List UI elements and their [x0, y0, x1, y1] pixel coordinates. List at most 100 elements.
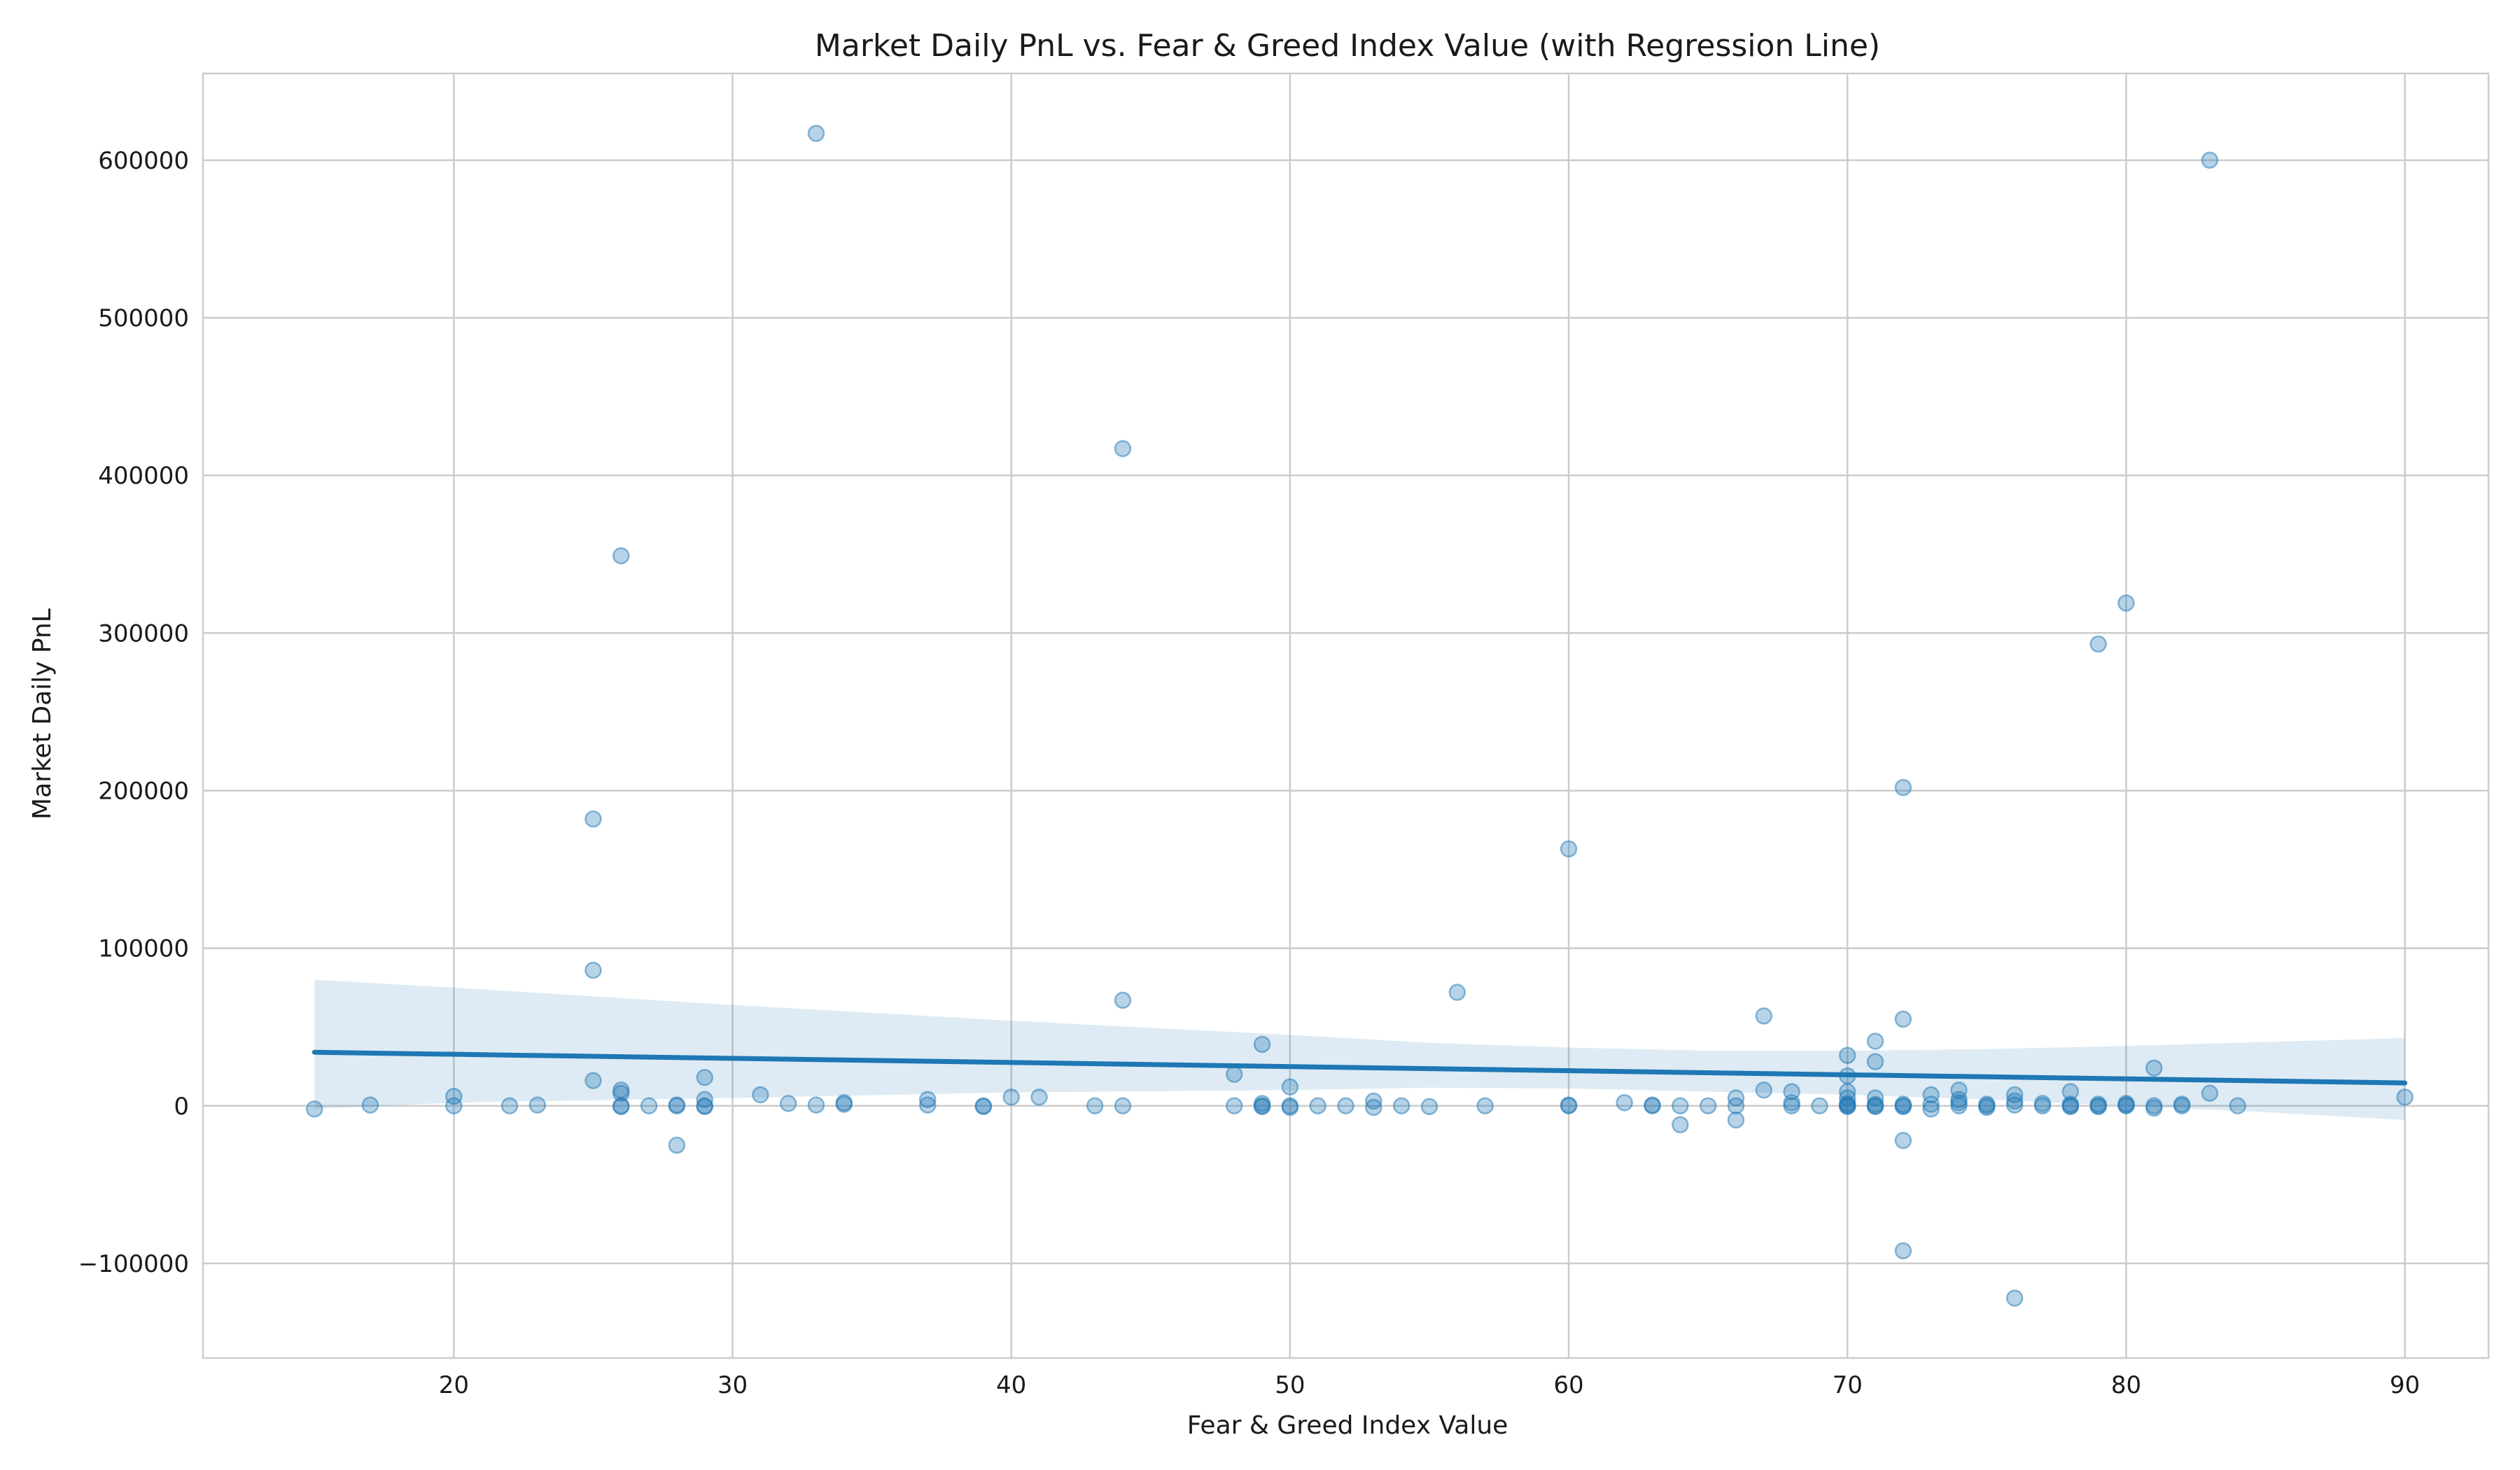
- data-point: [612, 1084, 630, 1102]
- data-point: [1950, 1097, 1968, 1115]
- x-tick-label: 60: [1553, 1371, 1583, 1399]
- y-tick-label: 600000: [98, 147, 189, 175]
- data-points: [306, 125, 2414, 1307]
- data-point: [668, 1136, 686, 1154]
- data-point: [752, 1086, 769, 1104]
- data-point: [1894, 1098, 1912, 1116]
- data-point: [918, 1096, 937, 1114]
- data-point: [584, 1072, 602, 1089]
- data-point: [1002, 1088, 1020, 1106]
- data-point: [1114, 991, 1132, 1009]
- data-point: [2090, 635, 2107, 653]
- data-point: [1922, 1086, 1940, 1104]
- data-point: [1727, 1111, 1745, 1129]
- data-point: [1560, 1097, 1578, 1115]
- data-point: [1420, 1098, 1438, 1116]
- data-point: [2201, 151, 2219, 169]
- y-axis-label: Market Daily PnL: [28, 608, 57, 820]
- confidence-band: [314, 979, 2405, 1121]
- data-point: [1978, 1098, 1996, 1116]
- data-point: [807, 1096, 825, 1114]
- data-point: [1922, 1100, 1940, 1118]
- data-point: [1365, 1098, 1382, 1116]
- x-tick-label: 40: [996, 1371, 1026, 1399]
- y-tick-label: 500000: [98, 304, 189, 332]
- data-point: [1365, 1092, 1382, 1110]
- data-point: [2005, 1092, 2024, 1110]
- data-point: [779, 1095, 797, 1112]
- data-point: [1225, 1097, 1243, 1115]
- data-point: [1281, 1078, 1299, 1096]
- data-point: [1894, 1010, 1912, 1028]
- y-tick-label: 300000: [98, 620, 189, 648]
- data-point: [361, 1096, 379, 1114]
- data-point: [1114, 1097, 1132, 1115]
- x-tick-label: 80: [2111, 1371, 2141, 1399]
- chart-title: Market Daily PnL vs. Fear & Greed Index …: [815, 28, 1880, 64]
- data-point: [1838, 1098, 1856, 1116]
- regression-line: [312, 1049, 2408, 1086]
- data-point: [445, 1097, 463, 1115]
- data-point: [974, 1098, 993, 1116]
- y-tick-label: −100000: [78, 1250, 189, 1278]
- data-point: [1755, 1081, 1773, 1099]
- y-tick-label: 0: [174, 1093, 189, 1121]
- data-point: [2090, 1098, 2107, 1116]
- data-point: [2005, 1096, 2024, 1114]
- y-tick-labels: −100000 0 100000 200000 300000 400000 500000 60…: [78, 147, 189, 1278]
- data-point: [2173, 1097, 2191, 1115]
- data-point: [1672, 1116, 1689, 1134]
- data-point: [1783, 1097, 1800, 1115]
- data-point: [807, 125, 825, 142]
- data-point: [1866, 1053, 1884, 1070]
- data-point: [1560, 840, 1578, 858]
- data-point: [1225, 1065, 1243, 1083]
- data-point: [584, 810, 602, 828]
- plot-frame: [202, 72, 2490, 1359]
- data-point: [1866, 1098, 1884, 1116]
- data-point: [2118, 1097, 2135, 1115]
- data-point: [1448, 983, 1466, 1001]
- data-point: [528, 1096, 547, 1114]
- data-point: [2033, 1097, 2052, 1115]
- data-point: [2145, 1059, 2163, 1077]
- data-point: [1616, 1094, 1633, 1112]
- data-point: [1114, 440, 1132, 458]
- data-point: [1476, 1097, 1494, 1115]
- data-point: [918, 1091, 937, 1108]
- y-tick-label: 100000: [98, 935, 189, 963]
- data-point: [1894, 1132, 1912, 1149]
- data-point: [584, 961, 602, 979]
- data-point: [2396, 1088, 2414, 1106]
- x-tick-label: 30: [718, 1371, 748, 1399]
- data-point: [1337, 1097, 1354, 1115]
- data-point: [1866, 1032, 1884, 1050]
- data-point: [696, 1068, 713, 1086]
- data-point: [835, 1096, 853, 1113]
- data-point: [2145, 1099, 2163, 1117]
- data-point: [1086, 1097, 1104, 1115]
- x-tick-labels: 20 30 40 50 60 70 80 90: [439, 1371, 2420, 1399]
- data-point: [306, 1100, 323, 1118]
- data-point: [1392, 1097, 1410, 1115]
- data-point: [2062, 1098, 2079, 1116]
- x-axis-label: Fear & Greed Index Value: [1187, 1411, 1508, 1440]
- y-tick-label: 400000: [98, 462, 189, 490]
- x-tick-label: 90: [2390, 1371, 2420, 1399]
- data-point: [1309, 1097, 1326, 1115]
- data-point: [696, 1098, 713, 1116]
- data-point: [1727, 1097, 1745, 1115]
- data-point: [612, 1098, 630, 1116]
- data-point: [500, 1097, 519, 1115]
- x-tick-label: 20: [439, 1371, 469, 1399]
- data-point: [1030, 1088, 1048, 1106]
- data-point: [1253, 1098, 1271, 1116]
- y-tick-label: 200000: [98, 777, 189, 805]
- data-point: [445, 1087, 463, 1105]
- grid: [203, 74, 2488, 1358]
- data-point: [2118, 594, 2135, 612]
- data-point: [1281, 1098, 1299, 1116]
- data-point: [2201, 1084, 2219, 1102]
- data-point: [1644, 1097, 1661, 1115]
